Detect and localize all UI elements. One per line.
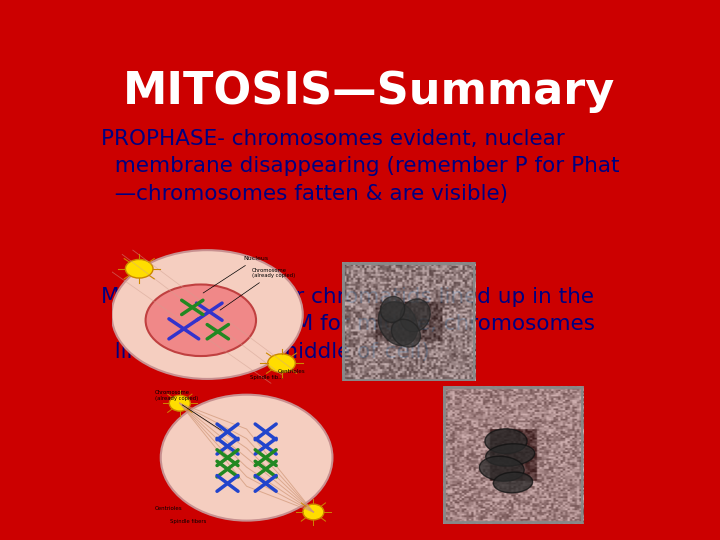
Ellipse shape — [161, 395, 333, 521]
Circle shape — [169, 395, 190, 411]
Ellipse shape — [392, 319, 420, 347]
Text: Chromosome
(already copied): Chromosome (already copied) — [220, 267, 295, 310]
Ellipse shape — [112, 250, 302, 379]
Circle shape — [303, 504, 324, 520]
Text: Spindle fibers: Spindle fibers — [171, 519, 207, 524]
Ellipse shape — [485, 429, 527, 454]
Ellipse shape — [381, 296, 405, 322]
Ellipse shape — [400, 299, 431, 332]
Text: Spindle fib…: Spindle fib… — [250, 375, 283, 380]
Text: Nucleus: Nucleus — [203, 256, 269, 293]
Ellipse shape — [480, 456, 524, 481]
Text: METAPHASE- sister chromatids lined up in the
  middle/equator (M for middle, chr: METAPHASE- sister chromatids lined up in… — [101, 287, 595, 362]
Text: PROPHASE- chromosomes evident, nuclear
  membrane disappearing (remember P for P: PROPHASE- chromosomes evident, nuclear m… — [101, 129, 620, 204]
Ellipse shape — [486, 444, 535, 466]
Ellipse shape — [379, 302, 418, 346]
Text: Centrioles: Centrioles — [155, 507, 183, 511]
Ellipse shape — [493, 472, 533, 493]
Circle shape — [125, 259, 153, 278]
Text: Centrioles: Centrioles — [277, 369, 305, 374]
Circle shape — [268, 354, 295, 373]
Text: MITOSIS—Summary: MITOSIS—Summary — [123, 70, 615, 113]
Text: Chromosome
(already copied): Chromosome (already copied) — [155, 390, 198, 401]
Ellipse shape — [145, 285, 256, 356]
